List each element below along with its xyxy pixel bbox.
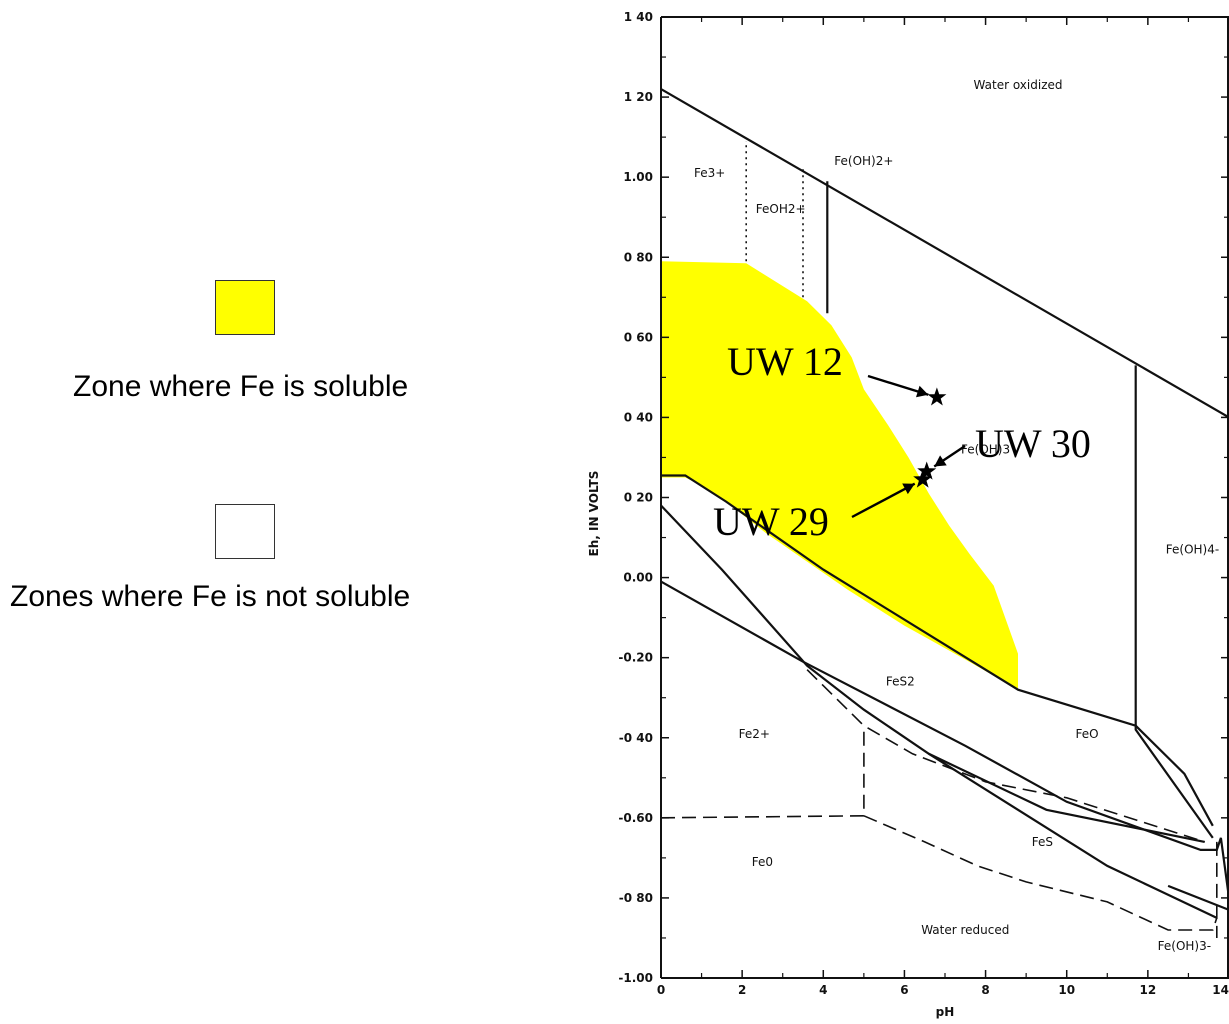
y-tick-label: 1 40 bbox=[624, 10, 653, 24]
x-axis-label: pH bbox=[936, 1005, 955, 1019]
x-tick-label: 6 bbox=[900, 983, 908, 997]
x-tick-label: 4 bbox=[819, 983, 827, 997]
sample-point-star bbox=[913, 469, 933, 488]
insoluble-zone-swatch bbox=[215, 504, 275, 559]
x-tick-label: 14 bbox=[1212, 983, 1229, 997]
y-tick-label: 0 40 bbox=[624, 410, 653, 424]
x-tick-label: 8 bbox=[981, 983, 989, 997]
soluble-zone-area bbox=[661, 261, 1018, 690]
x-tick-label: 2 bbox=[738, 983, 746, 997]
region-label: FeS2 bbox=[886, 675, 915, 689]
y-tick-label: -0.20 bbox=[618, 651, 653, 665]
sample-pointer-arrowhead bbox=[916, 385, 929, 398]
sample-label: UW 29 bbox=[713, 499, 829, 544]
x-tick-label: 10 bbox=[1058, 983, 1075, 997]
soluble-zone-label: Zone where Fe is soluble bbox=[73, 370, 409, 403]
sample-pointer-arrowhead bbox=[902, 483, 915, 495]
y-tick-label: -0 40 bbox=[619, 731, 653, 745]
y-tick-label: 0 80 bbox=[624, 250, 653, 264]
feoh4-lower-right-boundary-line bbox=[1134, 724, 1214, 827]
y-tick-label: 1.00 bbox=[623, 170, 653, 184]
region-label: Fe0 bbox=[752, 855, 773, 869]
y-tick-label: 1 20 bbox=[624, 90, 653, 104]
region-label: Fe3+ bbox=[694, 166, 725, 180]
region-label: FeOH2+ bbox=[756, 202, 806, 216]
y-axis-label: Eh, IN VOLTS bbox=[587, 471, 601, 557]
x-tick-label: 0 bbox=[657, 983, 665, 997]
feoh3-lower-boundary-line bbox=[661, 474, 1214, 839]
region-label: Water reduced bbox=[921, 923, 1009, 937]
sample-pointer-line bbox=[851, 482, 916, 519]
y-tick-label: -0 80 bbox=[619, 891, 653, 905]
region-label: Fe2+ bbox=[739, 727, 770, 741]
fes-lower-boundary-line bbox=[863, 815, 1218, 931]
sample-point-star bbox=[927, 387, 947, 406]
sample-label: UW 30 bbox=[975, 421, 1091, 466]
water-reduced-boundary-line bbox=[1167, 884, 1229, 911]
region-label: Fe(OH)2+ bbox=[834, 154, 893, 168]
water-oxidized-boundary-line bbox=[660, 88, 1229, 419]
y-tick-label: -0.60 bbox=[618, 811, 653, 825]
fes2-lower-boundary-line bbox=[660, 580, 1229, 899]
feo-lower-boundary-line bbox=[928, 752, 1218, 919]
region-label: Fe(OH)3 bbox=[961, 442, 1010, 456]
fes2-upper-boundary-line bbox=[660, 504, 1205, 843]
region-label: FeS bbox=[1032, 835, 1053, 849]
x-tick-label: 12 bbox=[1140, 983, 1157, 997]
insoluble-zone-label: Zones where Fe is not soluble bbox=[10, 580, 411, 613]
fe2-fes-boundary-line bbox=[806, 669, 1205, 843]
y-tick-label: 0 60 bbox=[624, 330, 653, 344]
region-label: Fe(OH)4- bbox=[1166, 543, 1219, 557]
region-label: FeO bbox=[1075, 727, 1098, 741]
sample-point-star bbox=[917, 461, 937, 480]
sample-label: UW 12 bbox=[727, 339, 843, 384]
region-label: Water oxidized bbox=[974, 78, 1063, 92]
y-tick-label: 0.00 bbox=[623, 571, 653, 585]
sample-pointer-arrowhead bbox=[934, 455, 947, 467]
y-tick-label: 0 20 bbox=[624, 491, 653, 505]
y-tick-label: -1.00 bbox=[618, 971, 653, 985]
region-label: Fe(OH)3- bbox=[1158, 939, 1211, 953]
soluble-zone-swatch bbox=[215, 280, 275, 335]
